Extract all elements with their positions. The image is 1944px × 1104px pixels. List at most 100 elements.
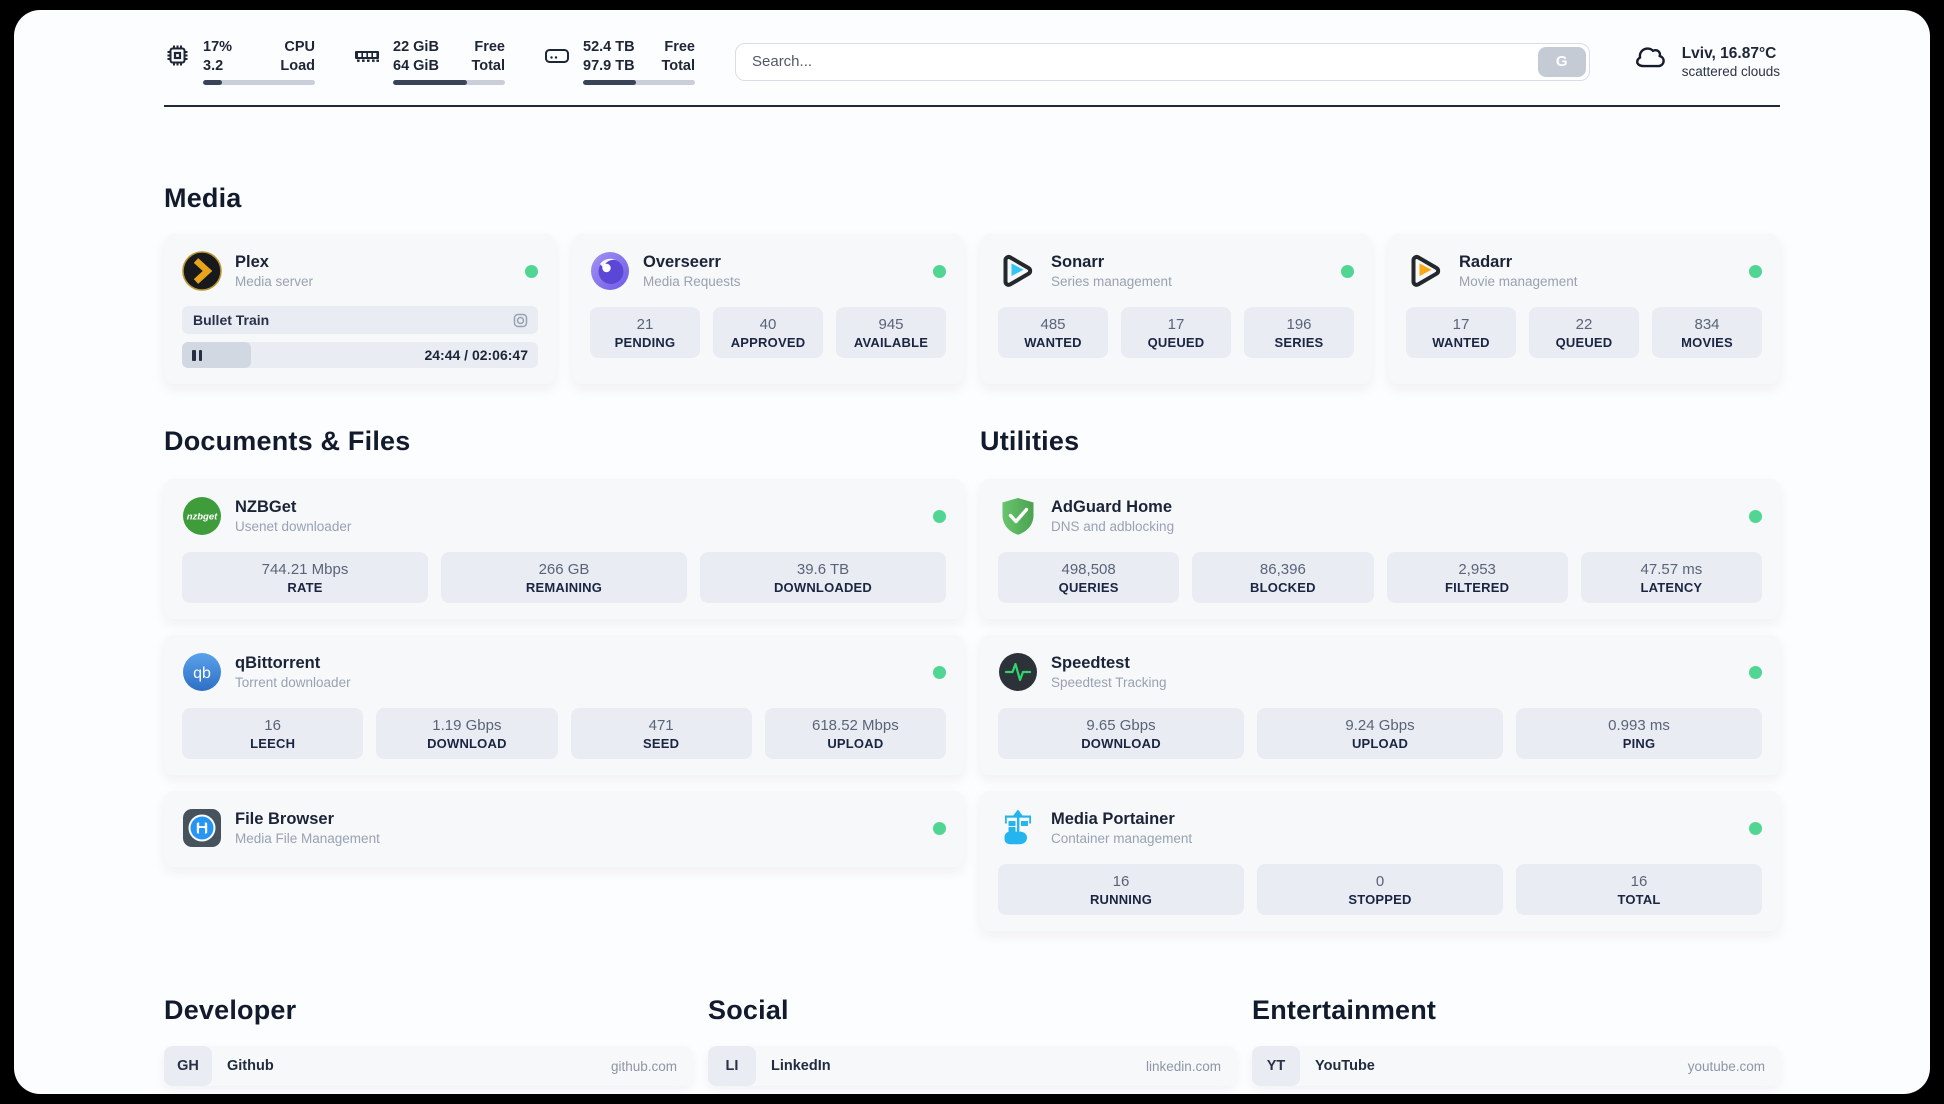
stat-blocked: 86,396 BLOCKED <box>1192 552 1374 603</box>
stat-series: 196 SERIES <box>1244 307 1354 358</box>
speedtest-card[interactable]: Speedtest Speedtest Tracking 9.65 Gbps D… <box>980 635 1780 775</box>
stat-pending: 21 PENDING <box>590 307 700 358</box>
screen-cast-icon[interactable] <box>512 312 529 329</box>
stat-queued: 17 QUEUED <box>1121 307 1231 358</box>
plex-card[interactable]: Plex Media server Bullet Train <box>164 234 556 384</box>
app-name: Radarr <box>1459 253 1513 271</box>
link-name: Github <box>227 1058 274 1074</box>
cpu-icon <box>164 38 191 74</box>
app-subtitle: Torrent downloader <box>235 675 351 690</box>
stat-rate: 744.21 Mbps RATE <box>182 552 428 603</box>
stat-wanted: 485 WANTED <box>998 307 1108 358</box>
stat-download: 1.19 Gbps DOWNLOAD <box>376 708 558 759</box>
stat-leech: 16 LEECH <box>182 708 364 759</box>
playback-progress-bar[interactable]: 24:44 / 02:06:47 <box>182 342 538 368</box>
cpu-progress-fill <box>203 80 223 85</box>
header-divider <box>164 105 1780 107</box>
portainer-card[interactable]: Media Portainer Container management 16 … <box>980 791 1780 931</box>
cpu-load-value: 3.2 <box>203 58 224 74</box>
app-subtitle: Media Requests <box>643 274 741 289</box>
documents-section: Documents & Files nzbget NZBGet Usenet d <box>164 426 964 867</box>
stat-total: 16 TOTAL <box>1516 864 1762 915</box>
disk-progress-fill <box>583 80 636 85</box>
portainer-icon <box>998 808 1038 848</box>
app-subtitle: Media server <box>235 274 314 289</box>
adguard-card[interactable]: AdGuard Home DNS and adblocking 498,508 … <box>980 479 1780 619</box>
link-tag: GH <box>164 1046 212 1086</box>
status-indicator <box>933 665 946 679</box>
stat-latency: 47.57 ms LATENCY <box>1580 552 1762 603</box>
disk-free-label: Free <box>664 39 695 55</box>
status-indicator <box>525 264 538 278</box>
developer-section-title: Developer <box>164 995 297 1025</box>
link-youtube[interactable]: YT YouTube youtube.com <box>1252 1046 1780 1086</box>
cpu-label: CPU <box>284 39 315 55</box>
status-indicator <box>1749 509 1762 523</box>
app-subtitle: Media File Management <box>235 831 380 846</box>
app-name: qBittorrent <box>235 654 321 672</box>
link-linkedin[interactable]: LI LinkedIn linkedin.com <box>708 1046 1236 1086</box>
stat-running: 16 RUNNING <box>998 864 1244 915</box>
header: 17% 3.2 CPU Load <box>164 38 1780 85</box>
playback-time: 24:44 / 02:06:47 <box>424 347 528 363</box>
overseerr-icon <box>590 251 630 291</box>
cpu-usage-value: 17% <box>203 39 233 55</box>
overseerr-card[interactable]: Overseerr Media Requests 21 PENDING 40 A… <box>572 234 964 384</box>
stat-filtered: 2,953 FILTERED <box>1386 552 1568 603</box>
search-input[interactable] <box>735 42 1590 81</box>
app-name: Sonarr <box>1051 253 1105 271</box>
ram-free-label: Free <box>474 39 505 55</box>
stat-upload: 618.52 Mbps UPLOAD <box>764 708 946 759</box>
app-subtitle: Container management <box>1051 831 1193 846</box>
ram-total-value: 64 GiB <box>393 58 439 74</box>
disk-free-value: 52.4 TB <box>583 39 635 55</box>
pause-icon[interactable] <box>192 349 202 361</box>
ram-stat: 22 GiB 64 GiB Free Total <box>353 38 505 85</box>
status-indicator <box>933 821 946 835</box>
now-playing-title: Bullet Train <box>193 312 270 328</box>
adguard-icon <box>998 496 1038 536</box>
disk-total-value: 97.9 TB <box>583 58 635 74</box>
ram-icon <box>353 38 381 74</box>
entertainment-section-title: Entertainment <box>1252 995 1437 1025</box>
ram-progress-fill <box>393 80 467 85</box>
stat-queries: 498,508 QUERIES <box>998 552 1180 603</box>
nzbget-card[interactable]: nzbget NZBGet Usenet downloader 744.21 M… <box>164 479 964 619</box>
stat-remaining: 266 GB REMAINING <box>441 552 687 603</box>
search-bar: G <box>735 42 1590 81</box>
speedtest-icon <box>998 652 1038 692</box>
search-engine-button[interactable]: G <box>1537 46 1586 77</box>
disk-icon <box>543 38 571 74</box>
stat-queued: 22 QUEUED <box>1529 307 1639 358</box>
link-github[interactable]: GH Github github.com <box>164 1046 692 1086</box>
stat-wanted: 17 WANTED <box>1406 307 1516 358</box>
status-indicator <box>1749 264 1762 278</box>
stat-seed: 471 SEED <box>570 708 752 759</box>
stat-upload: 9.24 Gbps UPLOAD <box>1257 708 1503 759</box>
filebrowser-icon <box>182 808 222 848</box>
qbittorrent-card[interactable]: qb qBittorrent Torrent downloader 16 LEE… <box>164 635 964 775</box>
cpu-stat: 17% 3.2 CPU Load <box>164 38 315 85</box>
stat-available: 945 AVAILABLE <box>836 307 946 358</box>
link-url: linkedin.com <box>1145 1058 1221 1074</box>
svg-text:qb: qb <box>193 665 211 682</box>
app-subtitle: DNS and adblocking <box>1051 519 1175 534</box>
status-indicator <box>933 509 946 523</box>
app-name: Overseerr <box>643 253 721 271</box>
ram-total-label: Total <box>471 58 505 74</box>
entertainment-links-section: Entertainment YT YouTube youtube.com NF … <box>1252 995 1780 1094</box>
radarr-card[interactable]: Radarr Movie management 17 WANTED 22 QUE… <box>1388 234 1780 384</box>
sonarr-card[interactable]: Sonarr Series management 485 WANTED 17 Q… <box>980 234 1372 384</box>
weather-widget[interactable]: Lviv, 16.87°C scattered clouds <box>1634 44 1780 79</box>
utilities-section-title: Utilities <box>980 426 1080 456</box>
app-name: File Browser <box>235 810 335 828</box>
disk-stat: 52.4 TB 97.9 TB Free Total <box>543 38 695 85</box>
radarr-icon <box>1406 251 1446 291</box>
qbittorrent-icon: qb <box>182 652 222 692</box>
stat-approved: 40 APPROVED <box>713 307 823 358</box>
stat-ping: 0.993 ms PING <box>1516 708 1762 759</box>
app-subtitle: Speedtest Tracking <box>1051 675 1167 690</box>
app-name: Speedtest <box>1051 654 1130 672</box>
filebrowser-card[interactable]: File Browser Media File Management <box>164 791 964 867</box>
link-name: LinkedIn <box>771 1058 831 1074</box>
